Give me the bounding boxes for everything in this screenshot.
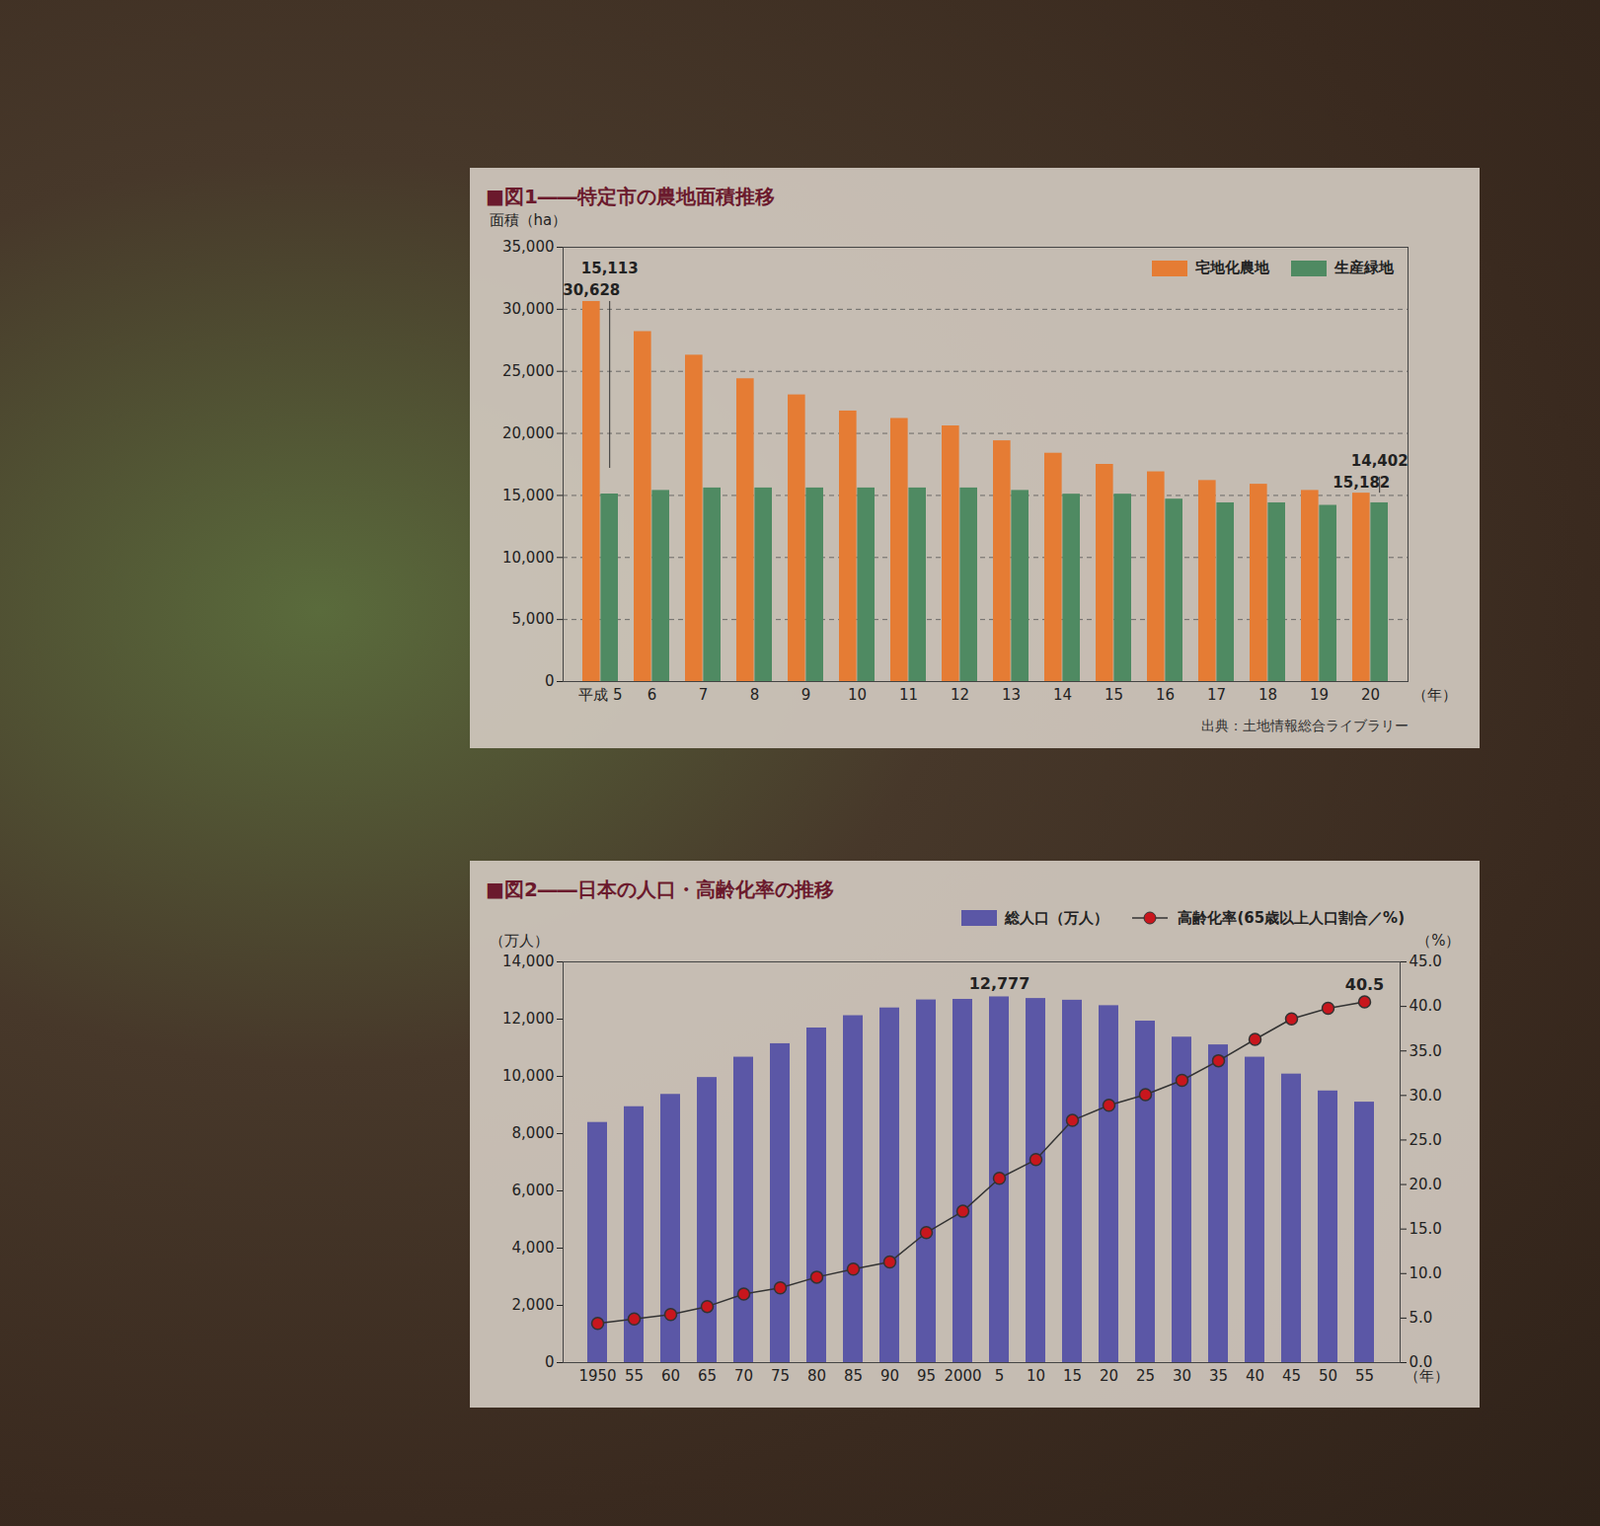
svg-text:65: 65 [697, 1367, 717, 1385]
svg-text:40.0: 40.0 [1409, 996, 1443, 1015]
svg-text:（年）: （年） [1404, 1367, 1449, 1385]
svg-text:15,000: 15,000 [502, 486, 555, 505]
svg-text:0: 0 [544, 672, 555, 690]
html-text:■図1――特定市の農地面積推移: ■図1――特定市の農地面積推移 [485, 184, 775, 209]
svg-text:2,000: 2,000 [512, 1295, 555, 1314]
svg-text:40.5: 40.5 [1345, 975, 1384, 994]
svg-text:60: 60 [661, 1367, 681, 1385]
svg-text:13: 13 [1001, 685, 1021, 704]
svg-text:55: 55 [1355, 1367, 1374, 1385]
svg-text:20.0: 20.0 [1409, 1175, 1443, 1194]
svg-text:10,000: 10,000 [502, 548, 555, 567]
svg-text:平成 5: 平成 5 [578, 685, 622, 704]
svg-text:30,628: 30,628 [562, 281, 620, 300]
svg-text:10: 10 [1026, 1367, 1046, 1385]
svg-text:（年）: （年） [1412, 685, 1457, 704]
svg-text:6: 6 [647, 685, 658, 704]
svg-text:95: 95 [916, 1367, 936, 1385]
svg-text:40: 40 [1245, 1367, 1265, 1385]
svg-text:17: 17 [1207, 685, 1226, 704]
svg-text:85: 85 [843, 1367, 863, 1385]
svg-text:（万人）: （万人） [489, 931, 549, 950]
svg-text:5: 5 [994, 1367, 1005, 1385]
svg-text:14: 14 [1053, 685, 1072, 704]
svg-text:10,000: 10,000 [502, 1066, 555, 1085]
svg-text:45: 45 [1282, 1367, 1301, 1385]
svg-text:5.0: 5.0 [1409, 1308, 1434, 1327]
svg-text:16: 16 [1155, 685, 1175, 704]
svg-text:19: 19 [1309, 685, 1329, 704]
svg-text:8,000: 8,000 [512, 1124, 555, 1143]
svg-text:0.0: 0.0 [1409, 1353, 1434, 1372]
svg-text:1950: 1950 [578, 1367, 616, 1385]
svg-text:面積（ha）: 面積（ha） [489, 211, 568, 229]
svg-text:50: 50 [1318, 1367, 1338, 1385]
svg-text:14,000: 14,000 [502, 952, 555, 971]
svg-text:15,182: 15,182 [1332, 473, 1390, 492]
html-text:宅地化農地: 宅地化農地 [1195, 258, 1270, 277]
svg-text:10: 10 [847, 685, 867, 704]
svg-text:7: 7 [698, 685, 709, 704]
svg-text:15,113: 15,113 [581, 259, 639, 278]
svg-text:35.0: 35.0 [1409, 1042, 1443, 1061]
svg-text:10.0: 10.0 [1409, 1264, 1443, 1283]
svg-text:15: 15 [1104, 685, 1124, 704]
html-text:■図2――日本の人口・高齢化率の推移: ■図2――日本の人口・高齢化率の推移 [485, 877, 834, 902]
svg-text:25,000: 25,000 [502, 362, 555, 381]
svg-text:0: 0 [544, 1353, 555, 1372]
svg-text:30: 30 [1172, 1367, 1192, 1385]
svg-text:14,402: 14,402 [1351, 452, 1409, 470]
svg-text:25.0: 25.0 [1409, 1131, 1443, 1149]
svg-text:20: 20 [1361, 685, 1380, 704]
svg-text:18: 18 [1258, 685, 1278, 704]
svg-text:12,000: 12,000 [502, 1009, 555, 1028]
svg-text:55: 55 [624, 1367, 644, 1385]
svg-text:（%）: （%） [1416, 931, 1460, 950]
html-text:高齢化率(65歳以上人口割合／%): 高齢化率(65歳以上人口割合／%) [1177, 908, 1405, 927]
svg-text:20: 20 [1099, 1367, 1119, 1385]
svg-text:2000: 2000 [943, 1367, 982, 1385]
svg-text:80: 80 [807, 1367, 827, 1385]
svg-text:20,000: 20,000 [502, 424, 555, 443]
svg-text:30.0: 30.0 [1409, 1086, 1443, 1105]
html-text:生産緑地: 生産緑地 [1334, 258, 1394, 277]
svg-text:11: 11 [899, 685, 918, 704]
svg-text:9: 9 [801, 685, 812, 704]
svg-text:90: 90 [880, 1367, 900, 1385]
svg-text:30,000: 30,000 [502, 300, 555, 318]
svg-text:5,000: 5,000 [512, 609, 555, 628]
svg-text:8: 8 [750, 685, 761, 704]
svg-text:6,000: 6,000 [512, 1181, 555, 1200]
svg-text:4,000: 4,000 [512, 1238, 555, 1257]
svg-text:12,777: 12,777 [969, 974, 1031, 993]
svg-text:25: 25 [1136, 1367, 1155, 1385]
html-text:総人口（万人）: 総人口（万人） [1005, 908, 1109, 927]
svg-text:70: 70 [734, 1367, 754, 1385]
svg-text:12: 12 [950, 685, 970, 704]
svg-text:75: 75 [770, 1367, 790, 1385]
svg-text:35,000: 35,000 [502, 237, 555, 256]
svg-text:15.0: 15.0 [1409, 1219, 1443, 1238]
svg-text:45.0: 45.0 [1409, 952, 1443, 971]
svg-text:15: 15 [1063, 1367, 1082, 1385]
svg-text:35: 35 [1209, 1367, 1228, 1385]
html-text:出典：土地情報総合ライブラリー: 出典：土地情報総合ライブラリー [1201, 717, 1409, 734]
